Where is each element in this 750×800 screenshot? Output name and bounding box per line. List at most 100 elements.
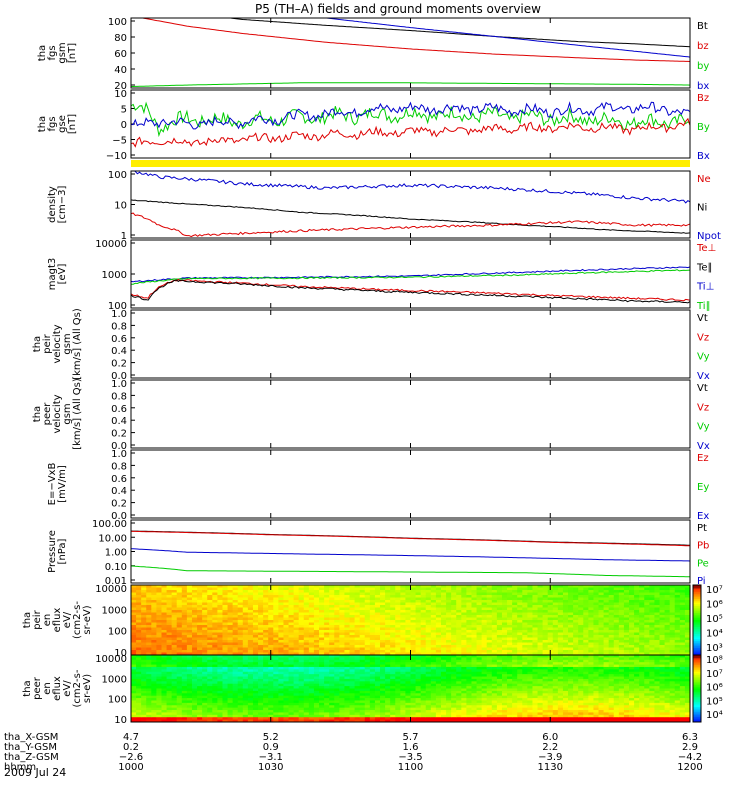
spectrogram-cell (242, 605, 249, 608)
spectrogram-cell (136, 686, 142, 689)
spectrogram-cell (319, 683, 325, 687)
spectrogram-cell (374, 707, 381, 711)
spectrogram-cell (629, 645, 635, 648)
spectrogram-cell (136, 617, 142, 621)
spectrogram-cell (247, 625, 254, 628)
legend-vx: Vx (697, 441, 710, 452)
spectrogram-cell (288, 635, 295, 638)
spectrogram-cell (252, 698, 259, 701)
spectrogram-cell (339, 652, 345, 655)
spectrogram-cell (151, 681, 157, 685)
spectrogram-cell (659, 615, 666, 618)
spectrogram-cell (171, 622, 178, 626)
spectrogram-cell (395, 683, 401, 687)
spectrogram-cell (247, 657, 254, 661)
spectrogram-cell (227, 612, 234, 616)
spectrogram-cell (674, 615, 681, 618)
spectrogram-cell (161, 585, 168, 588)
spectrogram-cell (446, 637, 452, 641)
spectrogram-cell (395, 607, 401, 611)
spectrogram-cell (527, 607, 533, 611)
spectrogram-cell (217, 678, 223, 682)
spectrogram-cell (410, 671, 417, 675)
spectrogram-cell (380, 671, 386, 675)
spectrogram-cell (273, 630, 279, 633)
spectrogram-cell (618, 602, 625, 606)
spectrogram-cell (461, 600, 467, 603)
plot-area (131, 530, 690, 578)
spectrogram-cell (166, 698, 173, 701)
spectrogram-cell (273, 683, 279, 687)
spectrogram-cell (527, 602, 533, 606)
spectrogram-cell (283, 635, 290, 638)
spectrogram-cell (329, 674, 335, 678)
spectrogram-cell (156, 707, 162, 711)
spectrogram-cell (283, 707, 290, 711)
spectrogram-cell (547, 642, 554, 646)
ytick-label: 0.2 (111, 499, 127, 510)
spectrogram-cell (202, 617, 208, 621)
spectrogram-cell (496, 632, 503, 636)
spectrogram-cell (329, 686, 335, 689)
spectrogram-cell (359, 617, 366, 621)
spectrogram-cell (598, 642, 605, 646)
spectrogram-cell (293, 610, 300, 613)
spectrogram-cell (349, 652, 356, 655)
spectrogram-cell (146, 705, 152, 709)
spectrogram-cell (344, 678, 351, 682)
spectrogram-cell (176, 597, 183, 601)
spectrogram-cell (268, 610, 274, 613)
spectrogram-cell (476, 642, 483, 646)
spectrogram-cell (222, 714, 229, 718)
spectrogram-cell (517, 627, 523, 631)
spectrogram-cell (141, 714, 147, 718)
spectrogram-cell (222, 688, 229, 692)
spectrogram-cell (491, 607, 498, 611)
spectrogram-cell (288, 705, 295, 709)
spectrogram-cell (659, 647, 666, 651)
spectrogram-cell (298, 627, 305, 631)
spectrogram-cell (512, 587, 518, 591)
spectrogram-cell (141, 700, 147, 704)
colorbar-cell (693, 602, 701, 605)
spectrogram-cell (171, 647, 178, 651)
spectrogram-cell (501, 625, 508, 628)
spectrogram-cell (217, 659, 223, 663)
spectrogram-cell (537, 645, 544, 648)
spectrogram-cell (176, 674, 183, 678)
spectrogram-cell (649, 602, 655, 606)
spectrogram-cell (364, 690, 371, 694)
spectrogram-cell (247, 630, 254, 633)
spectrogram-cell (161, 657, 168, 661)
spectrogram-cell (639, 620, 645, 623)
spectrogram-cell (252, 695, 259, 699)
spectrogram-cell (557, 620, 564, 623)
spectrogram-cell (217, 585, 223, 588)
spectrogram-cell (679, 627, 686, 631)
spectrogram-cell (395, 612, 401, 616)
spectrogram-cell (268, 686, 274, 689)
spectrogram-cell (405, 605, 411, 608)
spectrogram-cell (410, 645, 417, 648)
spectrogram-cell (227, 605, 234, 608)
spectrogram-cell (141, 671, 147, 675)
spectrogram-cell (542, 600, 549, 603)
spectrogram-cell (603, 652, 610, 655)
spectrogram-cell (293, 655, 300, 658)
spectrogram-cell (385, 712, 391, 716)
spectrogram-cell (197, 597, 203, 601)
spectrogram-cell (313, 625, 320, 628)
spectrogram-cell (222, 620, 229, 623)
spectrogram-cell (161, 719, 168, 722)
spectrogram-cell (252, 683, 259, 687)
spectrogram-cell (385, 640, 391, 643)
spectrogram-cell (197, 693, 203, 697)
spectrogram-cell (552, 617, 559, 621)
spectrogram-cell (395, 585, 401, 588)
spectrogram-cell (380, 650, 386, 653)
spectrogram-cell (247, 600, 254, 603)
spectrogram-cell (598, 602, 605, 606)
spectrogram-cell (308, 662, 315, 666)
spectrogram-cell (217, 686, 223, 689)
spectrogram-cell (232, 681, 239, 685)
